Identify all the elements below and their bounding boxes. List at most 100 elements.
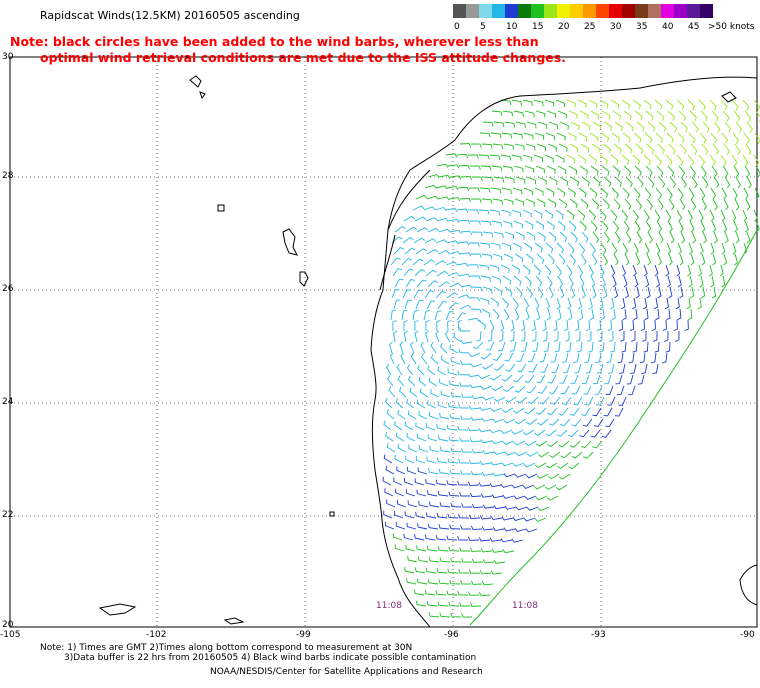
wind-barb [505,396,517,403]
wind-barb [589,308,595,321]
wind-barb [555,484,568,491]
wind-barb [397,375,405,387]
wind-barb [481,581,494,586]
wind-barb [645,275,650,288]
wind-barb [436,217,449,222]
wind-barb [425,512,437,519]
wind-barb [439,557,451,563]
wind-barb [436,320,441,332]
wind-barb [522,154,533,162]
wind-barb [599,297,604,310]
wind-barb [492,143,504,150]
wind-barb [544,99,555,107]
wind-barb [721,187,727,200]
wind-barb [470,308,482,314]
wind-barb [493,559,506,564]
wind-barb [723,253,728,266]
wind-barb [601,110,611,120]
wind-barb [438,281,450,288]
wind-barb [414,478,425,486]
wind-barb [457,370,469,376]
wind-barb [439,412,450,420]
wind-barb [439,502,451,508]
wind-barb [424,534,436,541]
wind-barb [606,352,613,364]
wind-barb [621,341,627,353]
wind-barb [489,264,500,272]
wind-barb [415,422,425,431]
wind-barb [470,165,481,170]
wind-barb [501,407,514,413]
wind-barb [445,311,454,321]
wind-barb [491,275,501,284]
wind-barb [403,320,408,332]
wind-barb [579,220,587,232]
wind-barb [427,523,439,530]
wind-barb [568,275,574,288]
wind-barb [677,187,684,199]
wind-barb [461,558,473,563]
wind-barb [437,490,449,497]
wind-barb [746,231,751,244]
wind-barb [535,165,545,174]
wind-barb [425,330,429,343]
wind-barb [489,154,501,161]
wind-barb [548,121,558,130]
wind-barb [450,447,462,453]
wind-barb [655,308,660,321]
wind-barb [424,238,437,244]
wind-barb [526,506,539,511]
wind-barb [493,286,503,296]
wind-barb [420,341,426,354]
wind-barb [482,176,494,182]
wind-barb [680,231,686,244]
wind-barb [676,209,683,222]
coastline-inner [379,169,431,291]
wind-barb [620,330,625,342]
wind-barb [645,220,652,233]
wind-barb [406,522,417,530]
wind-barb [531,319,536,332]
wind-barb [403,215,416,222]
wind-barb [438,435,449,442]
wind-barb [470,416,483,421]
wind-barb [722,110,730,122]
wind-barb [528,363,538,373]
wind-barb [607,319,613,332]
wind-barb [614,407,624,417]
wind-barb [509,330,515,342]
wind-barb [503,473,516,478]
wind-barb [419,388,429,398]
wind-barb [436,270,449,277]
wind-barb [457,591,469,596]
wind-barb [687,154,695,166]
wind-barb [573,352,580,363]
wind-barb [492,253,503,261]
wind-barb [503,308,510,321]
wind-barb [403,533,414,541]
wind-barb [481,363,494,370]
wind-barb [567,132,577,142]
wind-barb [625,176,633,188]
wind-barb [490,187,502,194]
wind-barb [482,231,494,238]
lat-label-24: 24 [2,397,14,407]
wind-barb [533,484,546,490]
wind-barb [643,264,648,277]
wind-barb [636,121,645,132]
wind-barb [579,165,588,176]
wind-barb [504,451,517,456]
wind-barb [720,99,728,111]
wind-barb [479,515,492,520]
wind-barb [511,538,524,543]
wind-barb [427,400,437,409]
wind-barb [393,510,404,519]
wind-barb [427,578,439,585]
wind-barb [565,341,572,353]
wind-barb [636,231,643,244]
wind-barb [525,528,538,533]
wind-barb [623,110,632,121]
wind-barb [478,537,491,542]
wind-barb [559,121,569,130]
wind-barb [617,352,624,364]
